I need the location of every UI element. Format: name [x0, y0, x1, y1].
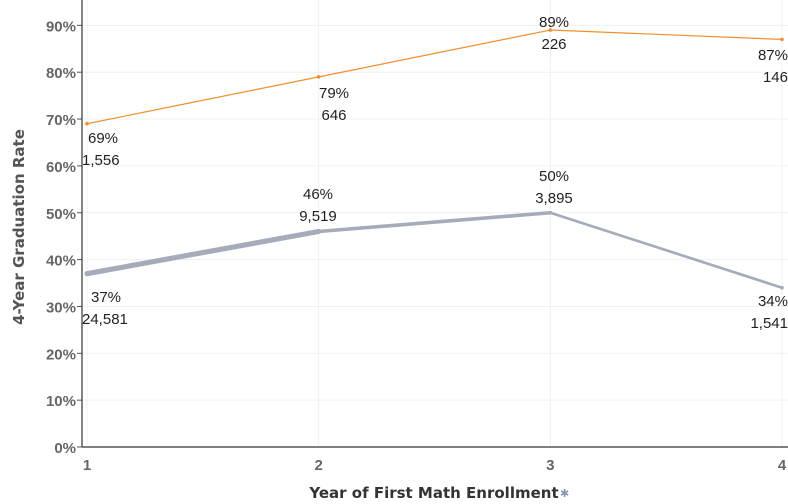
data-label-percent: 87% [758, 47, 788, 64]
x-tick-label: 1 [83, 457, 91, 474]
data-label-count: 3,895 [535, 190, 573, 207]
gridlines [82, 0, 788, 447]
data-label-percent: 46% [303, 186, 333, 203]
y-tick-label: 90% [46, 18, 76, 35]
series-line-segment [318, 29, 551, 78]
data-label-percent: 50% [539, 168, 569, 185]
data-point [548, 210, 553, 215]
series-lines [84, 28, 784, 290]
y-tick-label: 0% [54, 440, 76, 457]
data-label-percent: 79% [319, 85, 349, 102]
data-point [548, 28, 553, 32]
data-label-count: 146 [763, 69, 788, 86]
y-tick-label: 50% [46, 206, 76, 223]
axes: 0% 10% 20% 30% 40% 50% 60% 70% 80% 90% 1 2 3 4 [46, 0, 788, 474]
series-line-segment [86, 76, 320, 125]
data-label-count: 9,519 [299, 208, 337, 225]
y-axis-title: 4-Year Graduation Rate [10, 129, 28, 325]
data-label-count: 1,556 [82, 152, 120, 169]
data-point [85, 271, 89, 276]
data-point [780, 37, 784, 42]
x-tick-label: 3 [546, 457, 554, 474]
data-label-percent: 89% [539, 14, 569, 31]
y-tick-label: 80% [46, 65, 76, 82]
data-label-count: 1,541 [750, 315, 788, 332]
series-line-segment [84, 228, 322, 277]
sort-icon[interactable]: ✱ [560, 487, 569, 500]
series-line-segment [549, 211, 784, 290]
x-axis-title: Year of First Math Enrollment [308, 484, 558, 502]
data-labels: 69% 1,556 79% 646 89% 226 87% 146 37% 24,581 46% 9,… [82, 14, 788, 332]
data-label-percent: 69% [88, 130, 118, 147]
y-tick-label: 30% [46, 299, 76, 316]
data-label-count: 226 [541, 36, 566, 53]
data-label-count: 24,581 [82, 311, 128, 328]
x-tick-label: 2 [314, 457, 322, 474]
y-tick-label: 70% [46, 112, 76, 129]
x-tick-label: 4 [778, 457, 787, 474]
y-tick-label: 20% [46, 346, 76, 363]
data-point [316, 229, 321, 234]
data-point [780, 285, 784, 290]
data-label-count: 646 [321, 107, 346, 124]
y-tick-label: 60% [46, 159, 76, 176]
series-line-segment [316, 210, 553, 234]
data-label-percent: 34% [758, 293, 788, 310]
y-tick-label: 40% [46, 253, 76, 270]
series-line-segment [549, 29, 783, 41]
data-point [85, 121, 89, 126]
y-tick-label: 10% [46, 393, 76, 410]
data-point [316, 75, 321, 79]
data-label-percent: 37% [91, 289, 121, 306]
